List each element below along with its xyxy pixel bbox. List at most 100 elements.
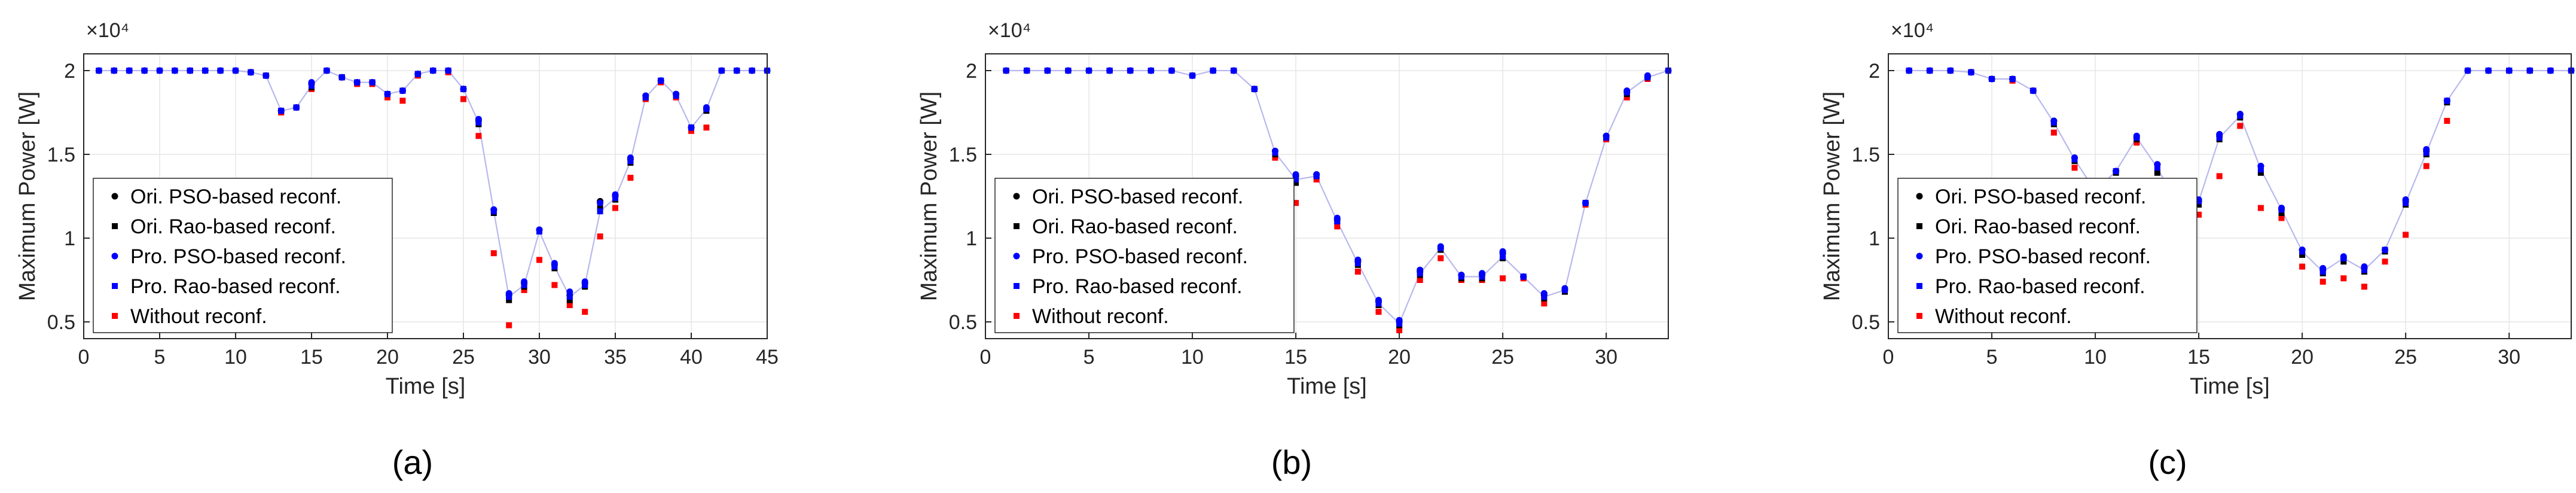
x-tick-label: 10	[2084, 346, 2107, 369]
data-point	[490, 250, 497, 257]
x-tick-label: 25	[452, 346, 475, 369]
x-tick-label: 35	[604, 346, 627, 369]
data-point	[1500, 253, 1506, 260]
data-point	[2216, 135, 2223, 141]
data-point	[1354, 269, 1361, 275]
data-point	[1334, 223, 1341, 230]
legend-marker	[112, 223, 118, 229]
data-point	[551, 282, 558, 288]
data-point	[430, 68, 437, 74]
data-point	[2134, 135, 2140, 141]
data-point	[1375, 309, 1382, 315]
axes-box	[985, 53, 1669, 339]
data-point	[551, 263, 558, 270]
data-point	[1520, 273, 1527, 280]
data-point	[1499, 248, 1506, 255]
data-point	[597, 205, 603, 211]
data-point	[2319, 278, 2326, 285]
data-point	[157, 68, 163, 74]
data-point	[293, 104, 300, 111]
y-tick-label: 1.5	[47, 144, 75, 166]
x-tick-label: 0	[78, 346, 90, 369]
legend-label: Ori. Rao-based reconf.	[130, 215, 336, 238]
data-point	[658, 77, 664, 84]
data-point	[1313, 173, 1320, 179]
data-point	[202, 68, 209, 74]
legend-marker	[1916, 223, 1922, 229]
data-point	[703, 124, 710, 131]
data-point	[111, 68, 117, 74]
data-point	[233, 68, 239, 74]
data-point	[597, 208, 603, 215]
data-point	[1479, 273, 1485, 280]
data-point	[566, 297, 573, 303]
data-point	[506, 297, 512, 303]
data-point	[2423, 150, 2430, 156]
data-point	[1313, 176, 1320, 182]
data-point	[2216, 173, 2223, 179]
data-point	[566, 288, 573, 296]
data-point	[566, 302, 573, 308]
data-point	[1024, 68, 1030, 74]
data-point	[718, 68, 725, 74]
data-point	[2382, 258, 2388, 265]
y-tick-label: 1	[966, 227, 977, 250]
x-tick-label: 10	[224, 346, 247, 369]
data-point	[2361, 284, 2367, 290]
y-axis-label: Maximum Power [W]	[917, 92, 942, 301]
data-point	[627, 175, 634, 181]
data-point	[2340, 255, 2347, 261]
x-tick-label: 20	[376, 346, 399, 369]
y-tick-label: 1.5	[1852, 144, 1880, 166]
data-point	[1396, 320, 1403, 327]
chart-panel-1: 0 5 10 15 20 25 30 35 40 45 0.5 1 1.5 2 ×10⁴ Time [s] Ma…	[15, 19, 779, 481]
data-point	[1189, 72, 1196, 79]
panel-label: (c)	[2148, 443, 2187, 481]
data-point	[2237, 112, 2244, 119]
data-point	[2444, 98, 2450, 104]
data-point	[2547, 68, 2554, 74]
data-point	[1541, 300, 1548, 307]
data-point	[1396, 327, 1403, 333]
legend-label: Ori. PSO-based reconf.	[130, 185, 341, 208]
data-point	[172, 68, 178, 74]
legend-marker	[1014, 223, 1020, 229]
panel-label: (b)	[1271, 443, 1312, 481]
data-point	[703, 106, 710, 112]
legend-marker	[111, 193, 118, 200]
data-point	[2050, 129, 2057, 136]
data-point	[1541, 294, 1548, 300]
data-point	[2196, 198, 2202, 205]
data-point	[2444, 118, 2450, 124]
data-point	[2361, 267, 2367, 273]
data-point	[2278, 215, 2285, 221]
data-point	[2403, 200, 2409, 206]
axes-box	[83, 53, 768, 339]
data-point	[369, 79, 376, 86]
data-point	[597, 199, 604, 206]
chart-panel-2: 0 5 10 15 20 25 30 0.5 1 1.5 2 ×10⁴ Time [s] Maximum …	[917, 19, 1672, 481]
legend-label: Without reconf.	[1032, 305, 1169, 328]
series-pro-rao-based-reconf	[96, 68, 770, 300]
data-point	[2237, 123, 2244, 129]
data-point	[2464, 68, 2471, 74]
data-point	[2030, 87, 2037, 94]
data-point	[1623, 94, 1630, 101]
data-point	[399, 98, 406, 104]
data-point	[1293, 176, 1299, 182]
data-point	[2257, 205, 2264, 211]
data-point	[1003, 68, 1009, 74]
y-tick-label: 0.5	[1852, 311, 1880, 334]
y-tick-label: 0.5	[949, 311, 977, 334]
data-point	[1044, 68, 1051, 74]
y-tick-label: 0.5	[47, 311, 75, 334]
data-point	[2278, 206, 2285, 213]
data-point	[2299, 248, 2306, 255]
x-tick-label: 0	[1883, 346, 1894, 369]
legend-label: Pro. Rao-based reconf.	[1935, 275, 2145, 298]
x-tick-label: 15	[1284, 346, 1307, 369]
data-point	[1127, 68, 1134, 74]
x-tick-label: 40	[680, 346, 703, 369]
legend-label: Pro. PSO-based reconf.	[1935, 245, 2151, 268]
x-tick-label: 30	[2498, 346, 2520, 369]
